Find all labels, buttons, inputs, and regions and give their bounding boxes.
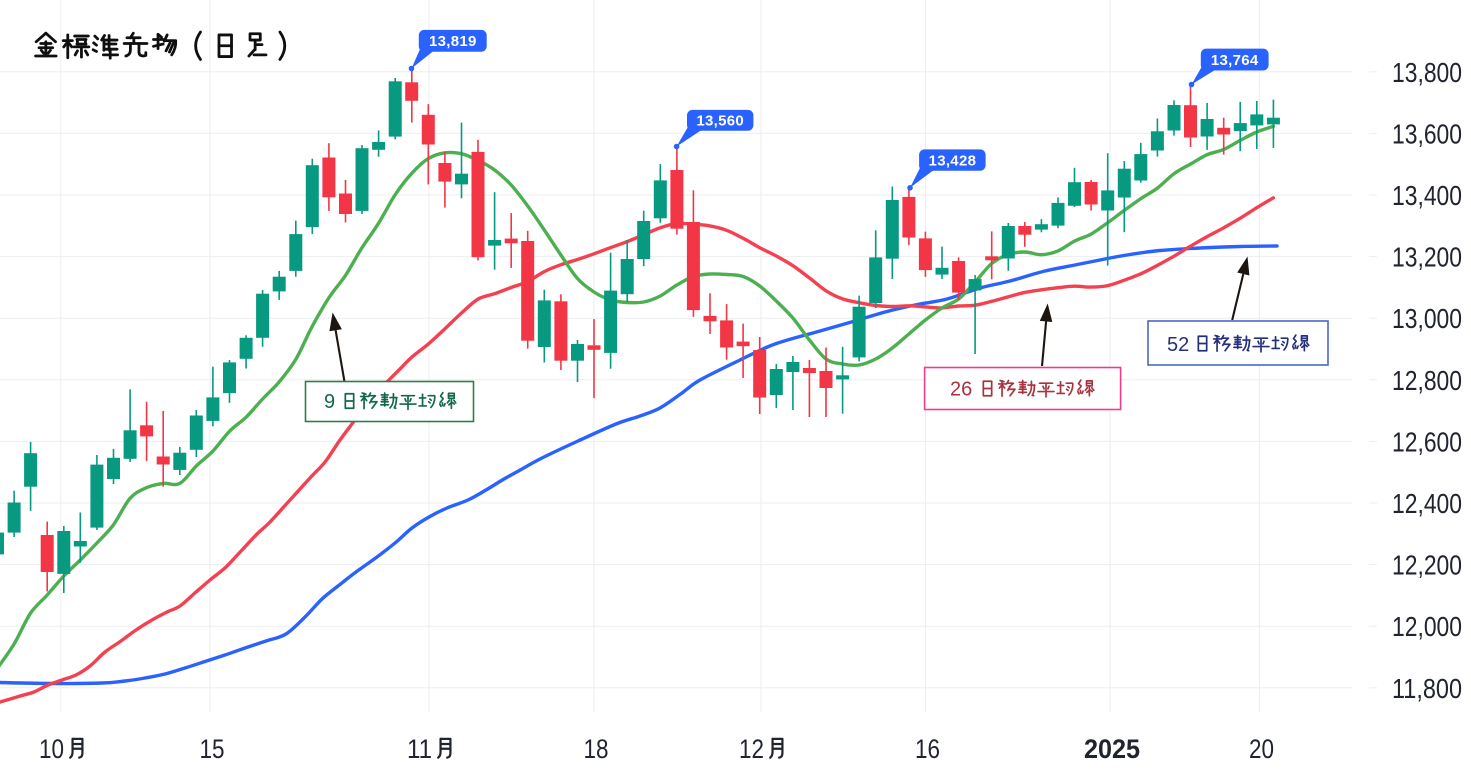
- svg-text:10: 10: [39, 734, 64, 764]
- svg-text:13,400: 13,400: [1392, 180, 1462, 211]
- svg-text:15: 15: [200, 734, 225, 764]
- svg-text:12,600: 12,600: [1392, 426, 1462, 457]
- svg-text:12: 12: [739, 734, 764, 764]
- svg-text:12,200: 12,200: [1392, 550, 1462, 581]
- svg-text:13,764: 13,764: [1211, 52, 1259, 69]
- svg-text:26: 26: [950, 379, 972, 401]
- svg-text:16: 16: [915, 734, 940, 764]
- svg-text:13,600: 13,600: [1392, 118, 1462, 149]
- svg-text:12,400: 12,400: [1392, 488, 1462, 519]
- svg-text:18: 18: [584, 734, 609, 764]
- svg-text:13,800: 13,800: [1392, 57, 1462, 88]
- svg-text:13,560: 13,560: [696, 113, 744, 130]
- svg-text:12,800: 12,800: [1392, 365, 1462, 396]
- svg-text:13,819: 13,819: [429, 33, 477, 50]
- svg-text:11: 11: [407, 734, 432, 764]
- svg-text:13,200: 13,200: [1392, 242, 1462, 273]
- svg-text:12,000: 12,000: [1392, 611, 1462, 642]
- svg-text:20: 20: [1249, 734, 1274, 764]
- svg-text:2025: 2025: [1084, 734, 1140, 764]
- svg-text:9: 9: [324, 391, 335, 413]
- svg-text:52: 52: [1167, 334, 1189, 356]
- svg-text:11,800: 11,800: [1392, 673, 1462, 704]
- svg-text:13,428: 13,428: [929, 152, 977, 169]
- svg-text:13,000: 13,000: [1392, 303, 1462, 334]
